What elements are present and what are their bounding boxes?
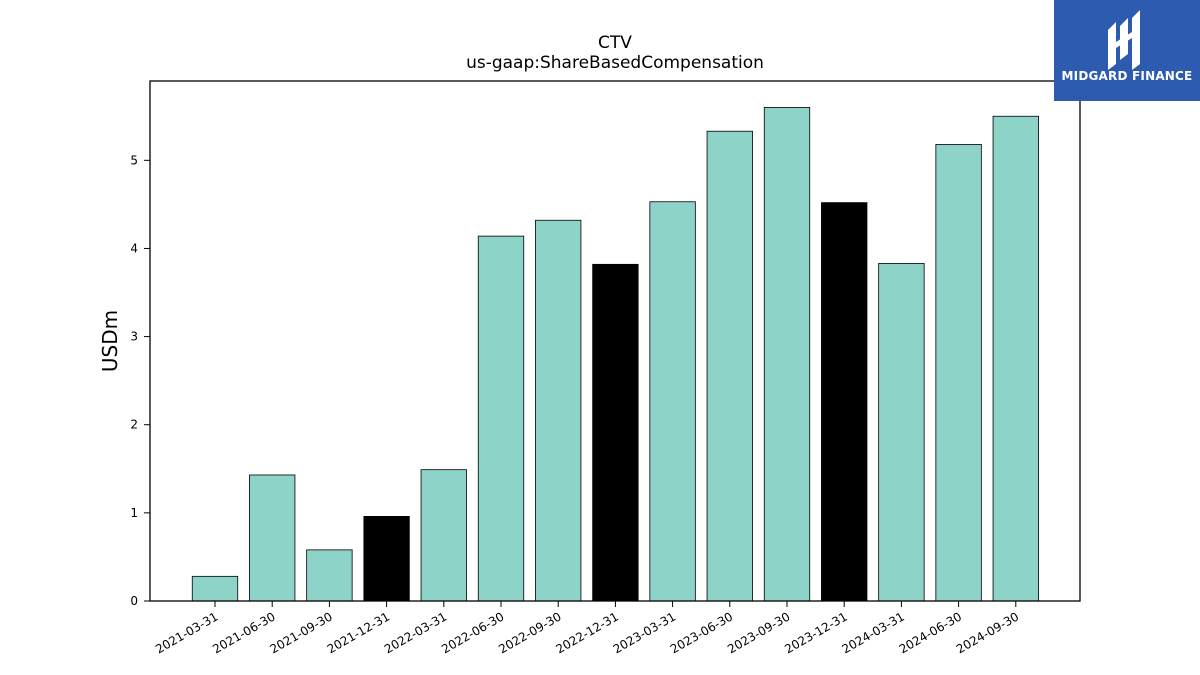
x-tick-label: 2022-12-31 <box>553 609 620 656</box>
x-tick-label: 2021-12-31 <box>325 609 392 656</box>
y-axis-label: USDm <box>98 310 122 372</box>
brand-logo: MIDGARD FINANCE <box>1054 0 1200 101</box>
bar-2023-03-31 <box>649 201 696 602</box>
bar-2022-12-31 <box>592 263 639 602</box>
y-tick-label: 1 <box>130 506 138 520</box>
x-tick-label: 2021-06-30 <box>210 609 277 656</box>
chart-subtitle: us-gaap:ShareBasedCompensation <box>466 53 764 73</box>
bar-2023-12-31 <box>821 202 868 602</box>
x-tick-label: 2023-09-30 <box>725 609 792 656</box>
bar-2024-06-30 <box>935 144 982 602</box>
bar-2021-03-31 <box>191 575 239 602</box>
y-tick-label: 3 <box>130 330 138 344</box>
x-tick-label: 2022-06-30 <box>439 609 506 656</box>
x-tick-label: 2021-03-31 <box>153 609 220 656</box>
bar-2024-03-31 <box>878 263 925 602</box>
x-tick-label: 2023-03-31 <box>611 609 678 656</box>
y-tick-label: 2 <box>130 418 138 432</box>
bars-group <box>191 107 1039 602</box>
x-tick-label: 2024-09-30 <box>954 609 1021 656</box>
bar-2024-09-30 <box>992 115 1039 602</box>
chart-title: CTV <box>598 33 632 53</box>
x-tick-label: 2024-03-31 <box>839 609 906 656</box>
bar-2022-09-30 <box>535 219 582 602</box>
bar-2022-06-30 <box>477 235 525 602</box>
y-tick-label: 0 <box>130 594 138 608</box>
x-tick-label: 2021-09-30 <box>267 609 334 656</box>
logo-mark-icon <box>1108 10 1140 70</box>
y-tick-label: 5 <box>130 153 138 167</box>
bar-2023-09-30 <box>763 107 811 602</box>
logo-text: MIDGARD FINANCE <box>1061 69 1193 83</box>
bar-2021-06-30 <box>249 474 296 602</box>
x-tick-label: 2023-06-30 <box>668 609 735 656</box>
y-tick-label: 4 <box>130 241 138 255</box>
bar-2022-03-31 <box>420 469 467 602</box>
bar-2021-12-31 <box>363 515 410 602</box>
plot-area-frame <box>149 80 1081 602</box>
x-tick-label: 2024-06-30 <box>897 609 964 656</box>
x-tick-label: 2022-03-31 <box>382 609 449 656</box>
y-ticks-group: 0 1 2 3 4 5 <box>130 153 150 608</box>
bar-2021-09-30 <box>306 549 353 602</box>
bar-2023-06-30 <box>706 130 753 602</box>
x-tick-label: 2022-09-30 <box>496 609 563 656</box>
x-tick-label: 2023-12-31 <box>782 609 849 656</box>
x-ticks-group: 2021-03-312021-06-302021-09-302021-12-31… <box>153 601 1021 656</box>
